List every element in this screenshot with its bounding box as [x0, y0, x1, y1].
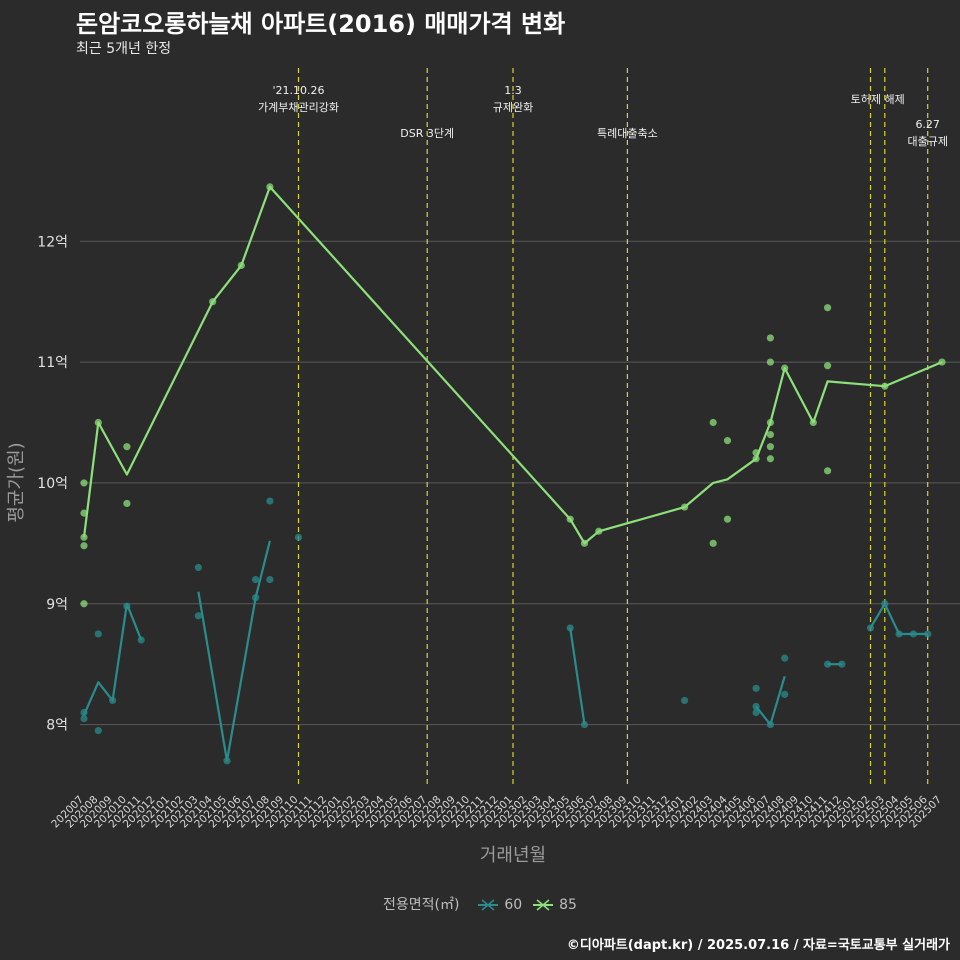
- series-85-point: [766, 358, 775, 366]
- series-85-point: [94, 418, 102, 427]
- series-60-point: [94, 630, 102, 638]
- event-label: 규제완화: [493, 101, 533, 114]
- series-60-point: [266, 497, 274, 505]
- series-85-point: [781, 364, 789, 372]
- y-tick-label: 10억: [37, 476, 68, 492]
- event-label: 대출규제: [907, 135, 947, 148]
- legend-key-85-icon: [532, 899, 553, 911]
- legend-label-60: 60: [504, 897, 523, 913]
- series-85-point: [723, 437, 732, 445]
- series-60-line: [569, 627, 586, 725]
- series-85-point: [681, 503, 689, 511]
- y-tick-label: 8억: [46, 718, 68, 734]
- series-60-point: [566, 624, 574, 632]
- series-60-point: [137, 636, 145, 644]
- series-85-point: [123, 499, 131, 508]
- event-label: 토허제 해제: [851, 92, 905, 106]
- series-85-point: [752, 455, 760, 463]
- series-60-point: [266, 575, 274, 584]
- series-60-point: [94, 727, 102, 735]
- series-60-point: [223, 757, 231, 765]
- x-axis-title: 거래년월: [480, 845, 546, 866]
- series-85-point: [123, 443, 131, 451]
- series-85-point: [80, 533, 88, 541]
- series-60-line: [869, 602, 928, 636]
- series-85-point: [80, 509, 88, 517]
- legend-item-85: 85: [531, 897, 577, 913]
- series-60-point: [752, 702, 760, 711]
- series-60-point: [681, 696, 689, 705]
- series-60-point: [80, 708, 88, 717]
- series-85-point: [580, 539, 589, 547]
- y-axis-title: 평균가(원): [6, 442, 27, 522]
- series-85-point: [766, 334, 775, 342]
- series-60-point: [252, 594, 260, 602]
- legend: 전용면적(㎡) 60 85: [0, 894, 960, 914]
- series-60-line: [755, 675, 786, 726]
- series-60-point: [109, 696, 117, 705]
- series-60-point: [838, 660, 846, 668]
- series-60-point: [752, 684, 760, 692]
- legend-label-85: 85: [559, 897, 577, 913]
- series-85-point: [938, 358, 946, 366]
- series-85-point: [766, 443, 775, 451]
- series-85-point: [766, 418, 775, 427]
- series-60-point: [895, 630, 903, 638]
- event-label: DSR 3단계: [400, 127, 454, 140]
- series-85-point: [595, 527, 603, 535]
- event-label: 6.27: [915, 118, 940, 131]
- series-60-point: [80, 714, 88, 723]
- chart-subtitle: 최근 5개년 한정: [76, 41, 172, 57]
- series-60-point: [123, 602, 131, 610]
- series-85-point: [237, 261, 245, 270]
- series-60-line: [197, 540, 271, 762]
- series-60-point: [580, 720, 589, 729]
- series-85-point: [80, 542, 88, 550]
- chart-title: 돈암코오롱하늘채 아파트(2016) 매매가격 변화: [76, 10, 566, 38]
- series-85-point: [80, 479, 88, 487]
- legend-item-60: 60: [476, 897, 522, 913]
- series-85-point: [266, 183, 274, 191]
- series-60-point: [824, 660, 832, 668]
- series-85-point: [80, 600, 88, 608]
- y-tick-label: 12억: [37, 234, 68, 250]
- series-85-point: [824, 304, 832, 312]
- series-60-point: [766, 720, 775, 729]
- legend-key-60-icon: [477, 899, 498, 911]
- series-60-point: [924, 630, 932, 638]
- series-85-point: [209, 298, 217, 306]
- y-tick-label: 11억: [37, 355, 68, 371]
- series-85-point: [752, 449, 760, 457]
- series-60-point: [909, 630, 918, 638]
- series-60-point: [752, 708, 760, 717]
- series-85-point: [566, 515, 574, 523]
- series-60-point: [781, 654, 789, 662]
- series-85-point: [824, 362, 832, 370]
- source-caption: ©디아파트(dapt.kr) / 2025.07.16 / 자료=국토교통부 실…: [566, 938, 950, 953]
- series-85-point: [824, 467, 832, 475]
- series-60-point: [252, 575, 260, 584]
- series-85-point: [881, 382, 889, 390]
- series-60-point: [781, 690, 789, 698]
- event-label: 1.3: [504, 84, 522, 97]
- series-85-point: [766, 455, 775, 463]
- y-tick-label: 9억: [46, 597, 68, 613]
- series-60-point: [881, 600, 889, 608]
- event-label: 특례대출축소: [597, 127, 658, 140]
- series-85-point: [809, 418, 817, 427]
- event-label: 가계부채관리강화: [258, 101, 339, 114]
- series-60-point: [194, 563, 202, 572]
- series-85-point: [766, 430, 775, 439]
- series-85-point: [709, 418, 717, 427]
- series-85-point: [709, 539, 717, 547]
- event-label: '21.10.26: [272, 84, 324, 97]
- series-60-point: [294, 533, 303, 541]
- series-85-point: [723, 515, 732, 523]
- series-60-point: [194, 612, 202, 620]
- series-60-point: [866, 624, 875, 632]
- legend-title: 전용면적(㎡): [383, 897, 460, 913]
